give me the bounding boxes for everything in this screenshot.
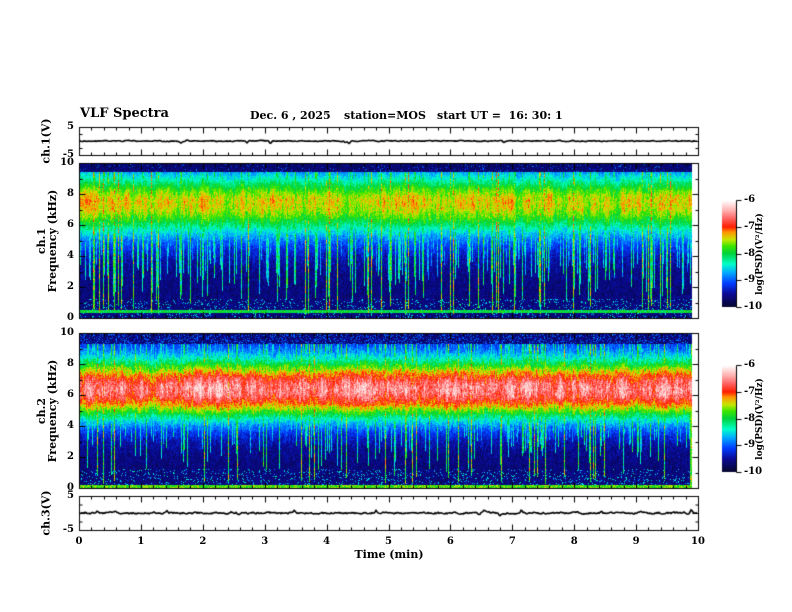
- y-tick-label: 0: [67, 482, 74, 493]
- page-title: VLF Spectra: [80, 106, 169, 121]
- x-tick-label: 5: [385, 536, 392, 547]
- y-tick-label: 10: [60, 327, 74, 338]
- x-tick-label: 2: [199, 536, 207, 547]
- colorbar-tick-label: -6: [744, 359, 756, 370]
- x-tick-label: 1: [137, 536, 145, 547]
- ch2-spec-ylabel: ch.2 Frequency (kHz): [35, 359, 59, 463]
- x-tick-label: 9: [632, 536, 640, 547]
- colorbar-tick-label: -10: [744, 301, 763, 312]
- y-tick-label: 0: [67, 312, 74, 323]
- x-tick-label: 7: [508, 536, 516, 547]
- y-tick-label: 8: [67, 188, 74, 199]
- colorbar-tick-label: -7: [744, 220, 756, 232]
- x-tick-label: 0: [75, 536, 83, 547]
- x-tick-label: 10: [691, 536, 705, 547]
- y-tick-label: 8: [67, 358, 74, 369]
- colorbar-tick-label: -9: [744, 274, 756, 286]
- x-axis-title: Time (min): [354, 548, 424, 561]
- station-label: station=MOS: [344, 109, 426, 122]
- colorbar-tick-label: -6: [744, 194, 756, 205]
- x-tick-label: 4: [323, 536, 331, 547]
- colorbar-tick-label: -8: [744, 247, 756, 259]
- ch1-spec-ylabel: ch.1 Frequency (kHz): [35, 189, 59, 293]
- date-label: Dec. 6 , 2025: [250, 109, 331, 122]
- y-tick-label: 6: [67, 389, 74, 400]
- y-tick-label: 4: [67, 250, 74, 261]
- colorbar-tick-label: -7: [744, 385, 756, 397]
- y-tick-label: -5: [62, 524, 74, 535]
- y-tick-label: 5: [67, 490, 74, 501]
- y-tick-label: 6: [67, 219, 74, 230]
- x-tick-label: 6: [446, 536, 454, 547]
- x-tick-label: 8: [570, 536, 578, 547]
- start-ut-label: start UT = 16: 30: 1: [437, 109, 563, 122]
- y-tick-label: 2: [67, 451, 74, 462]
- y-tick-label: 10: [60, 157, 74, 168]
- colorbar-tick-label: -9: [744, 439, 756, 451]
- colorbar-tick-label: -10: [744, 466, 763, 477]
- x-tick-label: 3: [261, 536, 269, 547]
- y-tick-label: -5: [62, 149, 74, 160]
- y-tick-label: 4: [67, 420, 74, 431]
- colorbar-tick-label: -8: [744, 412, 756, 424]
- y-tick-label: 5: [67, 121, 74, 132]
- y-tick-label: 2: [67, 281, 74, 292]
